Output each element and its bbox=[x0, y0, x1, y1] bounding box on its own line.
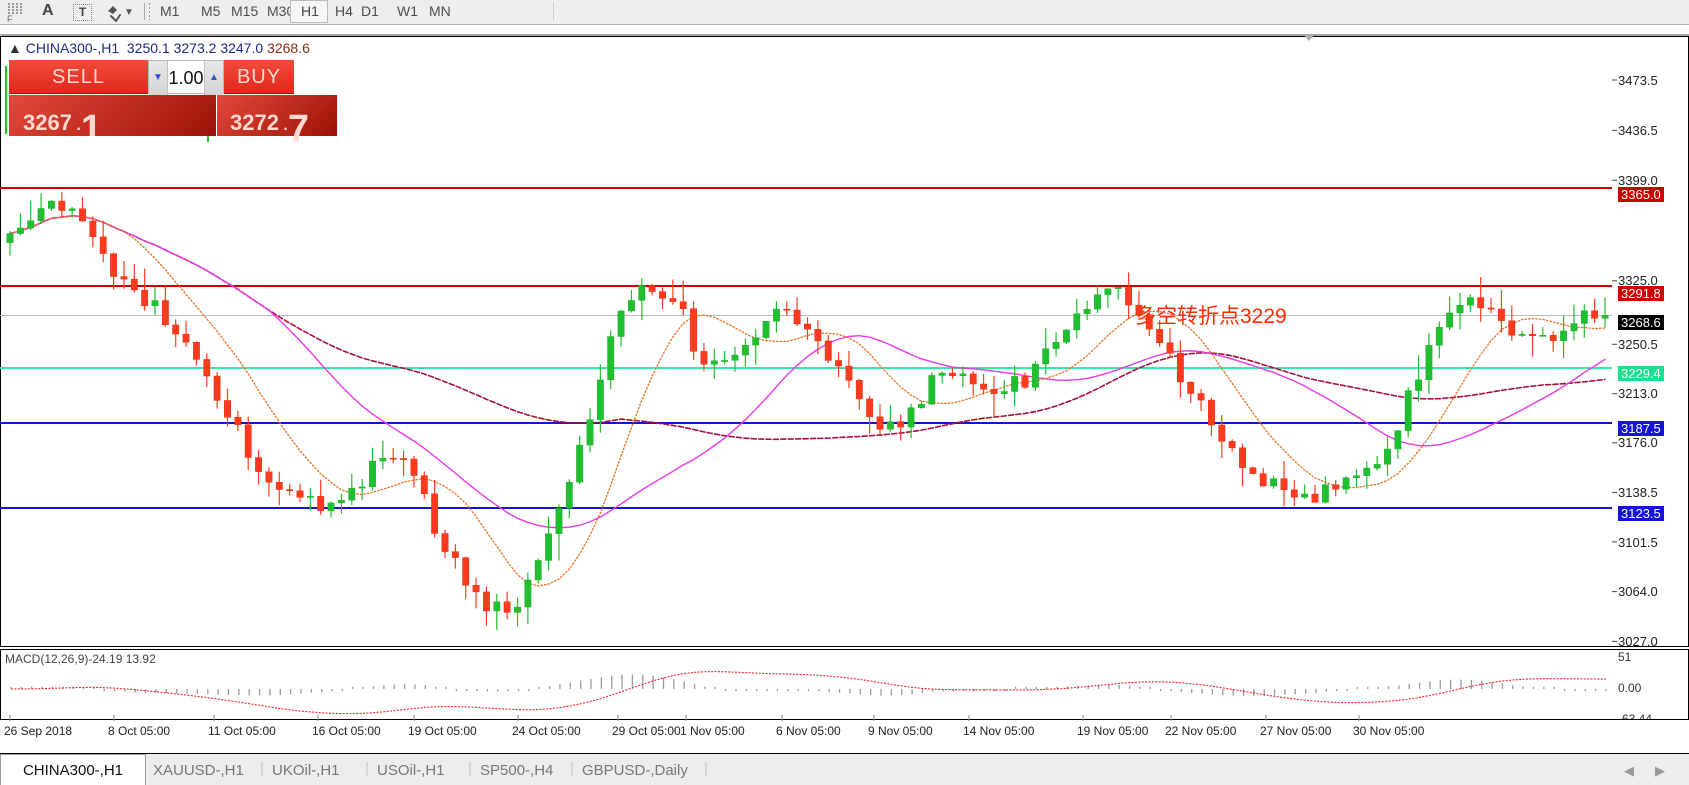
svg-text:F: F bbox=[7, 14, 13, 23]
